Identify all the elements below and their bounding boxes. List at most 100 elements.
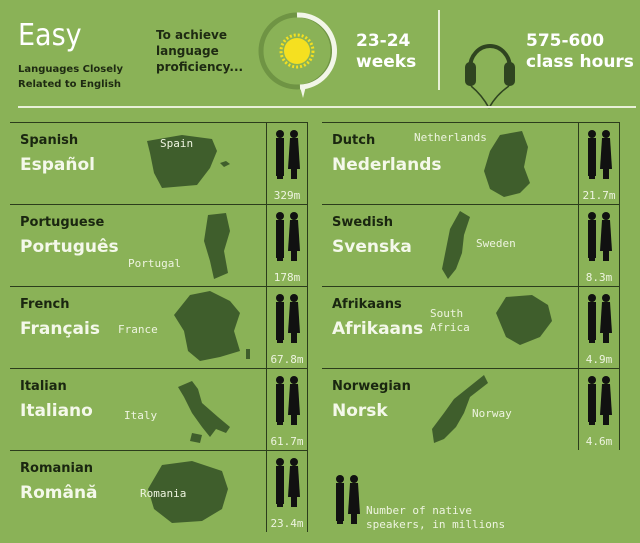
country-map bbox=[496, 295, 552, 345]
country-label-line: Italy bbox=[124, 409, 158, 422]
country-label: Norway bbox=[472, 407, 512, 421]
country-label: Spain bbox=[160, 137, 193, 151]
country-label-line: Norway bbox=[472, 407, 512, 420]
intro-text: To achieve language proficiency... bbox=[156, 27, 243, 75]
people-icon bbox=[276, 458, 300, 507]
english-name: Dutch bbox=[332, 133, 376, 148]
english-name: Swedish bbox=[332, 215, 393, 230]
difficulty-level: Easy bbox=[18, 18, 82, 53]
speaker-count: 61.7m bbox=[270, 435, 304, 448]
hours-unit: class hours bbox=[526, 52, 634, 72]
hours-number: 575-600 bbox=[526, 31, 605, 51]
country-label: Italy bbox=[124, 409, 157, 423]
country-label-line: Africa bbox=[430, 321, 470, 334]
level-desc-line: Related to English bbox=[18, 79, 122, 90]
country-label-line: France bbox=[118, 323, 158, 336]
country-label: France bbox=[118, 323, 158, 337]
country-label: South Africa bbox=[430, 307, 470, 335]
hours-value: 575-600 class hours bbox=[526, 31, 634, 73]
speakers-box: 23.4m bbox=[266, 451, 308, 532]
country-map bbox=[484, 131, 530, 197]
english-name: French bbox=[20, 297, 70, 312]
country-label: Sweden bbox=[476, 237, 516, 251]
level-description: Languages Closely Related to English bbox=[18, 62, 123, 92]
country-map bbox=[147, 135, 230, 188]
speaker-count: 67.8m bbox=[270, 353, 304, 366]
speakers-box: 329m bbox=[266, 123, 308, 204]
country-map bbox=[174, 291, 250, 361]
english-name: Afrikaans bbox=[332, 297, 402, 312]
language-card-portuguese: Portuguese Português Portugal 178m bbox=[10, 204, 308, 286]
people-icon bbox=[588, 294, 612, 343]
speaker-count: 23.4m bbox=[270, 517, 304, 530]
intro-line: language bbox=[156, 44, 219, 58]
people-icon bbox=[336, 475, 360, 524]
country-map bbox=[442, 211, 470, 279]
native-name: Svenska bbox=[332, 237, 412, 257]
language-card-french: French Français France 67.8m bbox=[10, 286, 308, 368]
speakers-box: 21.7m bbox=[578, 123, 620, 204]
language-card-romanian: Romanian Română Romania 23.4m bbox=[10, 450, 308, 532]
language-card-afrikaans: Afrikaans Afrikaans South Africa 4.9m bbox=[322, 286, 620, 368]
speakers-box: 67.8m bbox=[266, 287, 308, 368]
speakers-box: 178m bbox=[266, 205, 308, 286]
people-icon bbox=[276, 294, 300, 343]
country-map bbox=[204, 213, 230, 279]
native-name: Italiano bbox=[20, 401, 93, 421]
country-map bbox=[432, 375, 488, 443]
level-desc-line: Languages Closely bbox=[18, 64, 123, 75]
native-name: Română bbox=[20, 483, 98, 503]
language-card-swedish: Swedish Svenska Sweden 8.3m bbox=[322, 204, 620, 286]
speaker-count: 4.9m bbox=[585, 353, 613, 366]
legend-line: speakers, in millions bbox=[366, 518, 506, 531]
native-name: Português bbox=[20, 237, 119, 257]
english-name: Spanish bbox=[20, 133, 79, 148]
english-name: Italian bbox=[20, 379, 67, 394]
country-label: Romania bbox=[140, 487, 186, 501]
country-label-line: Romania bbox=[140, 487, 187, 500]
people-icon bbox=[588, 130, 612, 179]
intro-line: To achieve bbox=[156, 28, 227, 42]
speakers-box: 8.3m bbox=[578, 205, 620, 286]
language-card-dutch: Dutch Nederlands Netherlands 21.7m bbox=[322, 122, 620, 204]
country-label-line: South bbox=[430, 307, 464, 320]
header-divider bbox=[18, 106, 636, 108]
intro-line: proficiency... bbox=[156, 60, 244, 74]
country-map bbox=[178, 381, 230, 443]
progress-ring bbox=[258, 12, 338, 98]
language-card-norwegian: Norwegian Norsk Norway 4.6m bbox=[322, 368, 620, 450]
people-icon bbox=[588, 376, 612, 425]
speaker-count: 4.6m bbox=[585, 435, 613, 448]
english-name: Norwegian bbox=[332, 379, 411, 394]
native-name: Español bbox=[20, 155, 95, 175]
weeks-value: 23-24 weeks bbox=[356, 31, 416, 73]
country-map bbox=[148, 461, 228, 523]
speaker-count: 178m bbox=[273, 271, 301, 284]
speaker-count: 21.7m bbox=[582, 189, 616, 202]
language-card-italian: Italian Italiano Italy 61.7m bbox=[10, 368, 308, 450]
people-icon bbox=[276, 376, 300, 425]
country-label-line: Spain bbox=[160, 137, 194, 150]
speakers-box: 4.6m bbox=[578, 369, 620, 450]
english-name: Romanian bbox=[20, 461, 93, 476]
country-label: Portugal bbox=[128, 257, 181, 271]
divider bbox=[438, 10, 440, 90]
people-icon bbox=[588, 212, 612, 261]
headphones-icon bbox=[465, 44, 515, 109]
legend-line: Number of native bbox=[366, 504, 472, 517]
sun-icon bbox=[279, 33, 315, 69]
native-name: Norsk bbox=[332, 401, 388, 421]
native-name: Nederlands bbox=[332, 155, 442, 175]
english-name: Portuguese bbox=[20, 215, 105, 230]
weeks-unit: weeks bbox=[356, 52, 417, 72]
speakers-box: 61.7m bbox=[266, 369, 308, 450]
people-icon bbox=[276, 130, 300, 179]
country-label-line: Portugal bbox=[128, 257, 181, 270]
native-name: Afrikaans bbox=[332, 319, 424, 339]
language-card-spanish: Spanish Español Spain 329m bbox=[10, 122, 308, 204]
country-label: Netherlands bbox=[414, 131, 487, 145]
speaker-count: 8.3m bbox=[585, 271, 613, 284]
country-label-line: Netherlands bbox=[414, 131, 487, 144]
legend-text: Number of native speakers, in millions bbox=[366, 504, 526, 532]
native-name: Français bbox=[20, 319, 100, 339]
